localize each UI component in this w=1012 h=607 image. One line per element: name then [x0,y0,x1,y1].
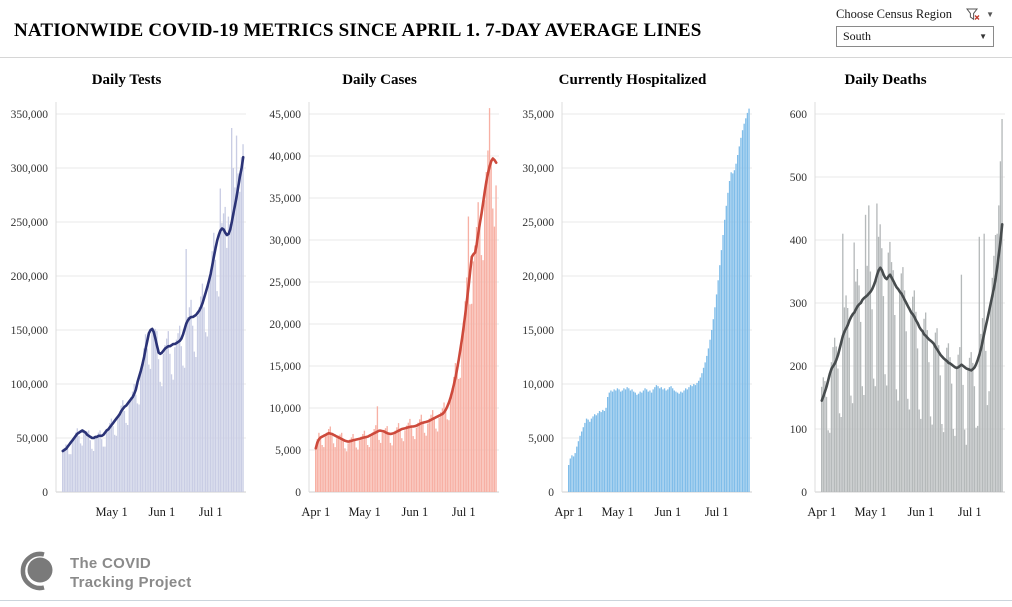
filter-label: Choose Census Region [836,7,952,21]
y-tick-label: 600 [790,109,808,121]
y-tick-label: 0 [548,487,554,499]
y-tick-label: 45,000 [269,109,301,121]
chart-title: Currently Hospitalized [558,72,707,88]
gridlines: 0 5,000 10,000 15,000 20,000 25,000 30,000 35,0… [522,109,752,499]
chart-currently-hospitalized: Currently Hospitalized 0 5,000 10,000 15,00… [506,60,759,526]
x-tick-label: Jun 1 [402,505,429,519]
y-tick-label: 200,000 [11,271,49,283]
x-tick-label: Apr 1 [807,505,836,519]
y-tick-label: 20,000 [269,319,301,331]
x-axis-labels: Apr 1 May 1 Jun 1 Jul 1 [807,505,981,519]
y-tick-label: 25,000 [269,277,301,289]
logo-line1: The COVID [70,554,152,572]
x-axis-labels: Apr 1 May 1 Jun 1 Jul 1 [554,505,728,519]
charts-row: Daily Tests 0 50,000 100,000 150,000 200,000… [0,58,1012,526]
y-tick-label: 0 [295,487,301,499]
y-tick-label: 150,000 [11,325,49,337]
y-tick-label: 40,000 [269,151,301,163]
y-tick-label: 400 [790,235,808,247]
footer: The COVID Tracking Project [14,548,192,599]
x-tick-label: May 1 [601,505,633,519]
y-tick-label: 25,000 [522,217,554,229]
y-tick-label: 5,000 [275,445,301,457]
x-tick-label: May 1 [854,505,886,519]
filter-menu-caret-icon[interactable]: ▼ [986,10,994,19]
header: NATIONWIDE COVID-19 METRICS SINCE APRIL … [0,0,1012,58]
chart-title: Daily Cases [342,72,417,88]
y-tick-label: 10,000 [522,379,554,391]
select-caret-icon: ▼ [979,32,987,41]
y-tick-label: 350,000 [11,109,49,121]
y-tick-label: 30,000 [269,235,301,247]
logo-line2: Tracking Project [70,573,192,591]
region-select[interactable]: South ▼ [836,26,994,47]
x-axis-labels: Apr 1 May 1 Jun 1 Jul 1 [301,505,475,519]
x-tick-label: Jul 1 [452,505,476,519]
x-tick-label: Jul 1 [958,505,982,519]
daily-tests-plot[interactable]: 0 50,000 100,000 150,000 200,000 250,000 300,0… [0,92,253,526]
x-tick-label: Jul 1 [705,505,729,519]
seven-day-average-line [820,223,1004,402]
chart-daily-tests: Daily Tests 0 50,000 100,000 150,000 200,000… [0,60,253,526]
y-tick-label: 100 [790,424,808,436]
y-tick-label: 50,000 [16,433,48,445]
y-tick-label: 35,000 [522,109,554,121]
y-tick-label: 500 [790,172,808,184]
y-tick-label: 0 [42,487,48,499]
seven-day-average-line [61,155,245,453]
x-tick-label: Jun 1 [655,505,682,519]
x-tick-label: Jul 1 [199,505,223,519]
y-tick-label: 15,000 [269,361,301,373]
x-tick-label: May 1 [95,505,127,519]
logo-wordmark: The COVID Tracking Project [70,555,192,593]
y-tick-label: 35,000 [269,193,301,205]
y-tick-label: 0 [801,487,807,499]
page-title: NATIONWIDE COVID-19 METRICS SINCE APRIL … [14,20,702,41]
y-tick-label: 20,000 [522,271,554,283]
daily-deaths-plot[interactable]: 0 100 200 300 400 500 600 Apr 1 May 1 Jun 1 Jul 1 [759,92,1012,526]
clear-filter-icon[interactable] [966,8,980,21]
y-tick-label: 10,000 [269,403,301,415]
bars-series [821,119,1003,493]
x-tick-label: Jun 1 [908,505,935,519]
daily-cases-plot[interactable]: 0 5,000 10,000 15,000 20,000 25,000 30,000 35,0… [253,92,506,526]
bars-series [315,108,497,492]
region-select-value: South [843,29,872,43]
x-tick-label: Apr 1 [301,505,330,519]
y-tick-label: 30,000 [522,163,554,175]
chart-title: Daily Deaths [844,72,927,88]
chart-daily-deaths: Daily Deaths 0 100 200 300 400 500 600 Apr 1 May… [759,60,1012,526]
covid-tracking-project-logo-icon [14,548,60,599]
chart-title: Daily Tests [91,72,162,88]
x-axis-labels: May 1 Jun 1 Jul 1 [95,505,222,519]
y-tick-label: 250,000 [11,217,49,229]
y-tick-label: 15,000 [522,325,554,337]
census-region-filter: Choose Census Region ▼ South ▼ [836,7,994,47]
x-tick-label: Apr 1 [554,505,583,519]
x-tick-label: May 1 [348,505,380,519]
bottom-divider [0,600,1012,601]
y-tick-label: 300 [790,298,808,310]
y-tick-label: 200 [790,361,808,373]
seven-day-average-line [314,157,498,450]
currently-hospitalized-plot[interactable]: 0 5,000 10,000 15,000 20,000 25,000 30,000 35,0… [506,92,759,526]
x-tick-label: Jun 1 [149,505,176,519]
y-tick-label: 300,000 [11,163,49,175]
bars-series [568,108,750,493]
bars-series [62,128,244,493]
filter-header: Choose Census Region ▼ [836,7,994,22]
y-tick-label: 100,000 [11,379,49,391]
chart-daily-cases: Daily Cases 0 5,000 10,000 15,000 20,000 25,0… [253,60,506,526]
y-tick-label: 5,000 [528,433,554,445]
